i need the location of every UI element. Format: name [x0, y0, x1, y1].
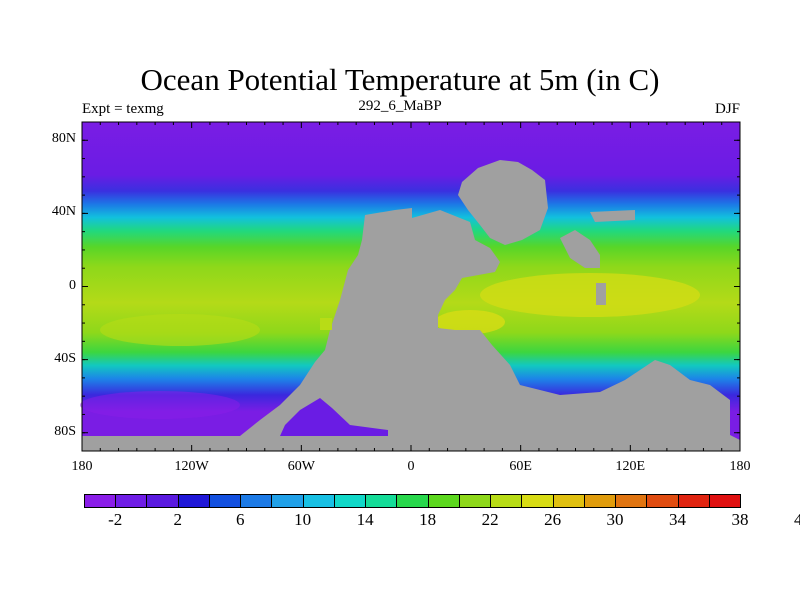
polar-bay: [280, 398, 388, 436]
colorbar-label: 10: [294, 510, 312, 529]
colorbar-label: 6: [235, 510, 245, 529]
warm-pool-center: [435, 310, 505, 334]
island-equatorial: [596, 283, 606, 305]
continent-north: [458, 160, 548, 245]
island-northeast: [590, 210, 635, 222]
colorbar-label: 26: [544, 510, 562, 529]
warm-pool-east: [480, 273, 700, 317]
colorbar-swatch: [365, 494, 398, 508]
lat-label: 80S: [54, 423, 76, 439]
lon-label: 120W: [174, 459, 209, 474]
colorbar-label: 14: [356, 510, 374, 529]
colorbar-swatch: [115, 494, 148, 508]
lat-label: 40S: [54, 350, 76, 366]
experiment-label: Expt = texmg: [82, 101, 164, 117]
colorbar-swatch: [521, 494, 554, 508]
lon-label: 180: [71, 459, 93, 474]
colorbar-swatch: [84, 494, 117, 508]
colorbar-swatch: [427, 494, 460, 508]
lon-label: 120E: [615, 459, 646, 474]
colorbar-swatch: [240, 494, 273, 508]
colorbar-swatch: [552, 494, 585, 508]
colorbar-swatch: [708, 494, 741, 508]
colorbar-label: 34: [669, 510, 687, 529]
colorbar-swatch: [333, 494, 367, 508]
continent-east: [560, 230, 600, 268]
colorbar-swatch: [615, 494, 648, 508]
lon-label: 60W: [287, 459, 315, 474]
lat-label: 40N: [51, 204, 76, 220]
axis-ticks: [81, 122, 741, 451]
lon-label: 60E: [509, 459, 532, 474]
lat-label: 0: [69, 277, 76, 293]
colorbar-label: 2: [173, 510, 182, 529]
colorbar-swatch: [302, 494, 335, 508]
colorbar-label: 42: [793, 510, 800, 529]
west-cove: [320, 318, 332, 330]
age-label: 292_6_MaBP: [358, 98, 442, 114]
colorbar-swatch: [490, 494, 523, 508]
colorbar-swatch: [677, 494, 710, 508]
colorbar-label: 22: [481, 510, 499, 529]
colorbar-swatch: [177, 494, 210, 508]
colorbar-label: -2: [108, 510, 123, 529]
season-label: DJF: [714, 101, 740, 117]
cold-cell-south: [80, 391, 240, 419]
colorbar-label: 18: [419, 510, 437, 529]
map-title: Ocean Potential Temperature at 5m (in C): [140, 62, 660, 97]
colorbar-swatch: [646, 494, 679, 508]
lon-label: 0: [407, 459, 415, 474]
lon-label: 180: [729, 459, 751, 474]
lat-label: 80N: [51, 131, 76, 147]
map-plot-area: [80, 121, 741, 452]
colorbar-swatch: [396, 494, 429, 508]
continent-central: [82, 208, 740, 451]
colorbar-swatch: [208, 494, 242, 508]
colorbar-swatch: [271, 494, 304, 508]
colorbar-label: 38: [731, 510, 749, 529]
colorbar-swatch: [583, 494, 617, 508]
colorbar-swatch: [146, 494, 179, 508]
colorbar-label: 30: [606, 510, 624, 529]
warm-pool-west: [100, 314, 260, 346]
colorbar-swatch: [458, 494, 492, 508]
